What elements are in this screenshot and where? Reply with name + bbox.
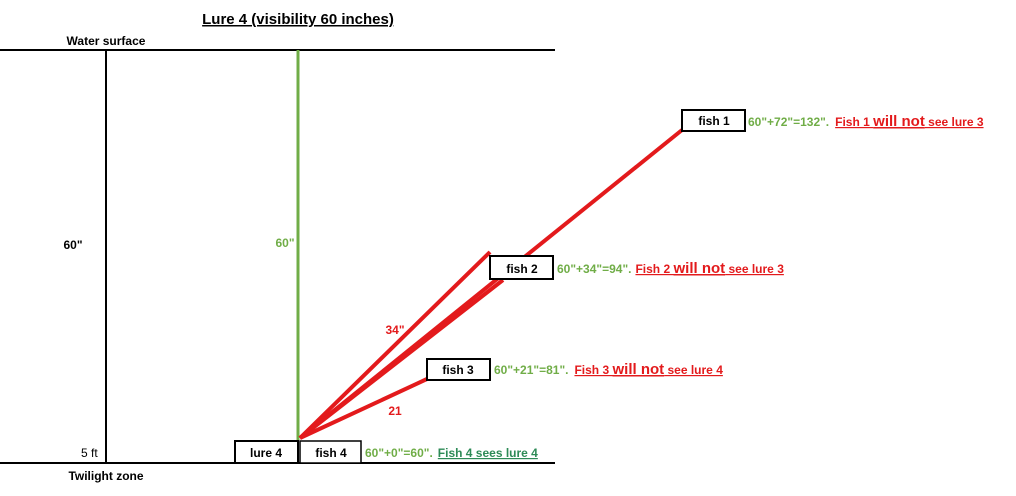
- depth-label-5ft: 5 ft: [81, 446, 98, 460]
- fish2-annotation: 60"+34"=94". Fish 2 will not see lure 3: [557, 260, 784, 277]
- fish1-calc: 60"+72"=132".: [748, 115, 829, 129]
- fish3-calc: 60"+21"=81".: [494, 363, 568, 377]
- diagram-title: Lure 4 (visibility 60 inches): [202, 11, 394, 28]
- visibility-label-60: 60": [275, 236, 294, 250]
- distance-label-34: 34": [385, 323, 404, 337]
- fish2-verdict-pre: Fish 2: [635, 262, 673, 276]
- fish3-verdict-pre: Fish 3: [574, 363, 612, 377]
- fish2-label: fish 2: [506, 262, 538, 276]
- sight-line-fish2-upper: [298, 250, 492, 440]
- fish3-label: fish 3: [442, 363, 474, 377]
- fish1-box: [681, 109, 746, 132]
- fish2-verdict-emph: will not: [672, 260, 725, 277]
- lure4-box: [234, 440, 299, 464]
- fish1-label: fish 1: [698, 114, 730, 128]
- depth-label-60: 60": [63, 238, 82, 252]
- fish3-box: [426, 358, 491, 381]
- water-surface-label: Water surface: [67, 34, 146, 48]
- fish4-annotation: 60"+0"=60". Fish 4 sees lure 4: [365, 446, 538, 460]
- sight-line-fish3: [299, 377, 428, 440]
- fish3-verdict-emph: will not: [611, 361, 664, 378]
- fish4-box: [299, 440, 362, 464]
- distance-label-21: 21: [388, 404, 402, 418]
- fish4-label: fish 4: [315, 446, 347, 460]
- lure4-label: lure 4: [250, 446, 282, 460]
- fish3-annotation: 60"+21"=81". Fish 3 will not see lure 4: [494, 361, 723, 378]
- fish4-verdict: Fish 4 sees lure 4: [438, 446, 538, 460]
- fish1-annotation: 60"+72"=132". Fish 1 will not see lure 3: [748, 113, 984, 130]
- twilight-zone-label: Twilight zone: [68, 469, 143, 483]
- sight-line-fish2-lower: [298, 278, 505, 440]
- fish2-calc: 60"+34"=94".: [557, 262, 631, 276]
- fish4-calc: 60"+0"=60".: [365, 446, 433, 460]
- fish1-verdict-post: see lure 3: [925, 115, 984, 129]
- fish3-verdict-post: see lure 4: [664, 363, 723, 377]
- fish1-verdict-pre: Fish 1: [835, 115, 873, 129]
- fish1-verdict-emph: will not: [872, 113, 925, 130]
- fish2-box: [489, 255, 554, 280]
- fish2-verdict-post: see lure 3: [725, 262, 784, 276]
